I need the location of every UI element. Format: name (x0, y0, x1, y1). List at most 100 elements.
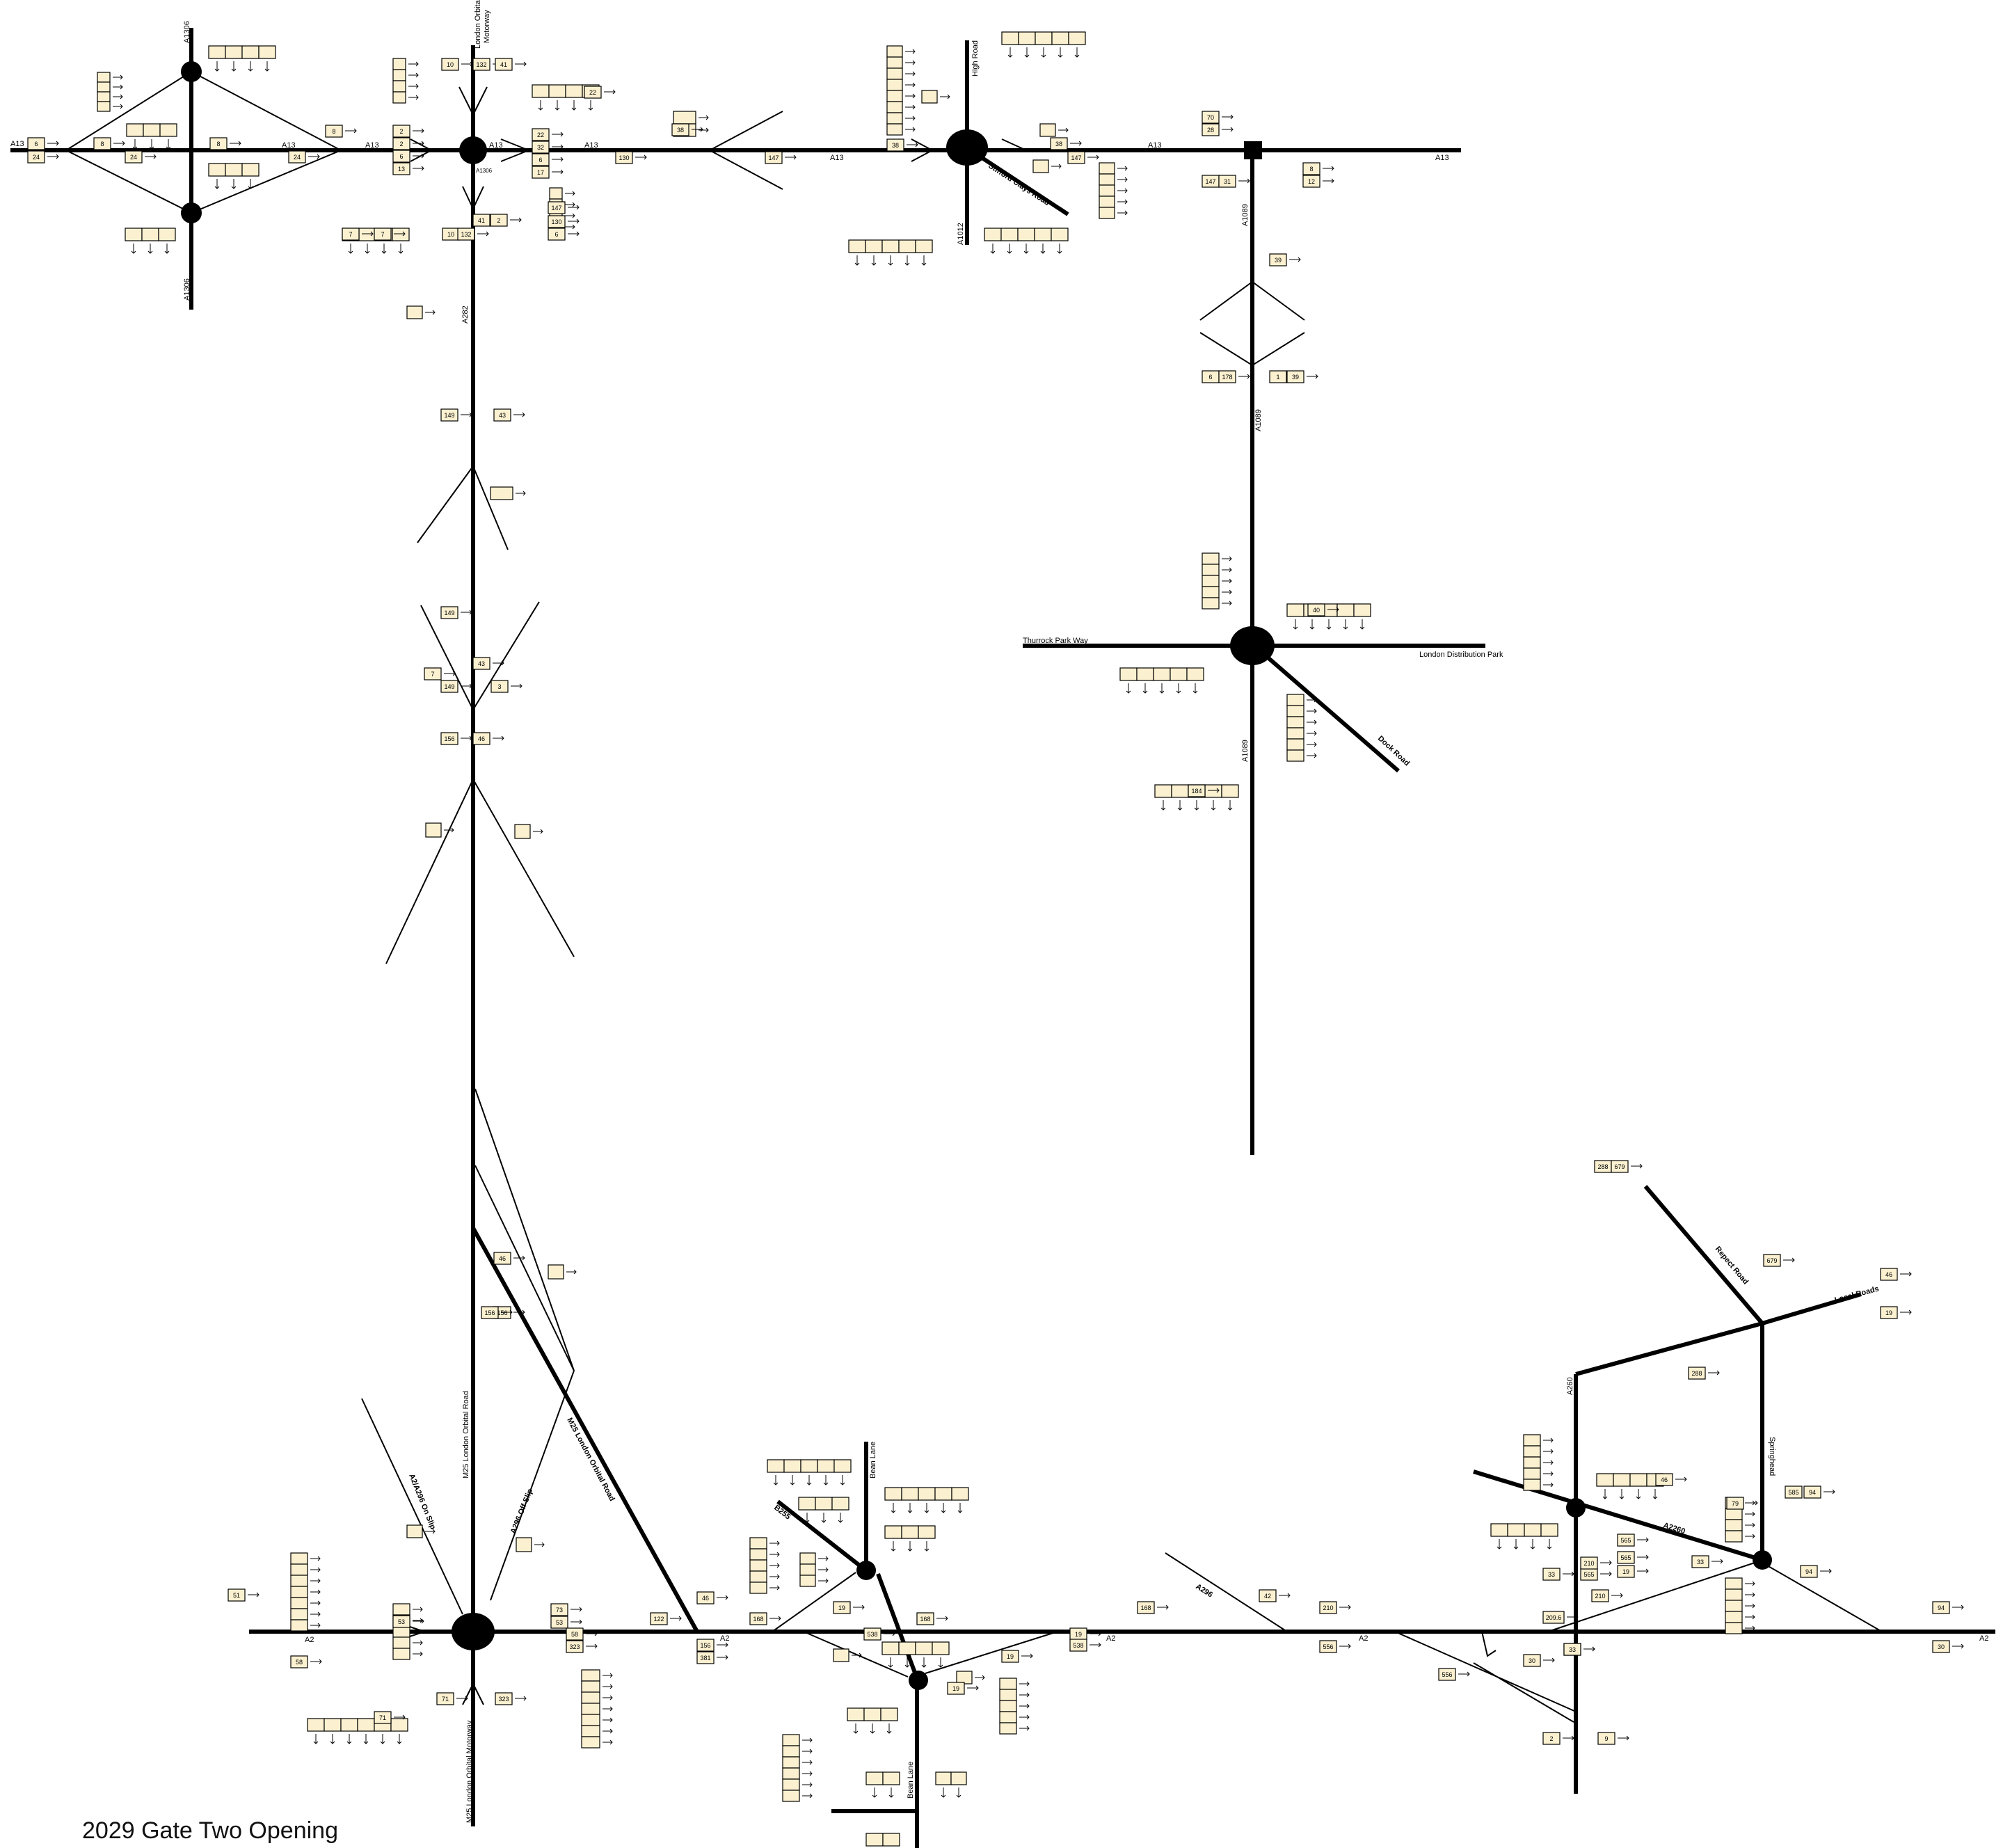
count-cell (208, 45, 226, 59)
arrow-icon (1090, 1642, 1101, 1648)
turn-arrow-icon (870, 1723, 875, 1734)
count-value: 6 (554, 231, 558, 238)
turn-arrow-icon (1745, 1534, 1755, 1539)
turn-arrow-icon (975, 1675, 985, 1680)
count-box (1542, 1732, 1561, 1745)
road-label: A296 (1194, 1582, 1214, 1599)
turn-arrow-icon (538, 100, 543, 111)
count-cell (799, 1552, 816, 1565)
count-cell (392, 1648, 410, 1660)
count-box (749, 1612, 767, 1625)
count-cell (1035, 31, 1053, 45)
count-value: 8 (332, 128, 335, 135)
turn-arrow-icon (425, 1529, 436, 1534)
count-box (532, 128, 550, 141)
count-value: 19 (1622, 1568, 1629, 1575)
count-cell (1725, 1588, 1743, 1601)
road-label: A2 (720, 1634, 729, 1643)
road-label: A13 (365, 141, 379, 150)
count-value: 43 (499, 412, 506, 419)
turn-arrow-icon (516, 491, 526, 496)
arrow-icon (456, 1696, 468, 1701)
slip (472, 779, 575, 957)
junction-node (181, 61, 202, 82)
count-value: 538 (1073, 1642, 1083, 1649)
turn-arrow-icon (790, 1475, 795, 1485)
count-cell (225, 45, 243, 59)
turn-arrow-icon (603, 1706, 613, 1712)
count-box (493, 408, 511, 422)
turn-arrow-icon (166, 139, 171, 150)
arrow-icon (717, 1642, 728, 1648)
turn-arrow-icon (1497, 1539, 1502, 1550)
turn-arrow-icon (1058, 127, 1069, 133)
turn-arrow-icon (924, 1541, 929, 1552)
count-cell (1725, 1600, 1743, 1612)
turn-arrow-icon (871, 255, 877, 266)
count-box (374, 228, 392, 241)
arrow-icon (493, 735, 504, 741)
count-cell (581, 1703, 600, 1715)
count-value: 130 (551, 218, 561, 225)
arrow-icon (635, 154, 647, 160)
count-cell (290, 1608, 308, 1620)
count-cell (881, 1641, 900, 1655)
turn-arrow-icon (1192, 683, 1198, 694)
count-value: 38 (677, 127, 684, 134)
turn-arrow-icon (769, 1563, 780, 1568)
count-value: 41 (478, 217, 485, 224)
arrow-icon (1900, 1271, 1912, 1277)
turn-arrow-icon (699, 115, 709, 120)
count-cell (901, 1487, 919, 1501)
turn-arrow-icon (1543, 1437, 1554, 1443)
count-cell (1068, 31, 1086, 45)
count-value: 24 (130, 154, 137, 161)
turn-arrow-icon (699, 127, 709, 133)
turn-arrow-icon (904, 255, 910, 266)
turn-arrow-icon (1117, 188, 1128, 193)
count-box (696, 1639, 715, 1652)
count-box (1523, 1654, 1541, 1667)
count-cell (1286, 603, 1304, 617)
count-box (548, 228, 566, 241)
count-cell (97, 81, 111, 93)
turn-arrow-icon (802, 1771, 813, 1776)
slip (1001, 138, 1027, 151)
count-value: 323 (569, 1643, 580, 1650)
turn-arrow-icon (905, 60, 916, 65)
count-value: 8 (216, 141, 220, 148)
road-label: A1012 (957, 223, 965, 245)
slip (361, 1398, 463, 1615)
count-box (1880, 1268, 1898, 1281)
arrow-icon (1824, 1489, 1835, 1495)
count-value: 679 (1614, 1163, 1625, 1170)
count-box (490, 214, 508, 227)
count-cell (880, 1707, 898, 1721)
turn-arrow-icon (565, 224, 575, 230)
count-value: 22 (537, 132, 544, 138)
count-box (441, 58, 459, 71)
turn-arrow-icon (821, 1513, 827, 1523)
turn-arrow-icon (397, 1734, 402, 1744)
arrow-icon (513, 1309, 525, 1315)
count-cell (290, 1575, 308, 1587)
turn-arrow-icon (603, 1717, 613, 1723)
road-label: A260 (1566, 1377, 1574, 1395)
slip (462, 186, 474, 209)
road-label: A13 (282, 141, 296, 150)
count-cell (884, 1525, 902, 1539)
turn-arrow-icon (1745, 1522, 1755, 1528)
road-label: A1089 (1241, 740, 1250, 762)
turn-arrow-icon (1293, 619, 1298, 630)
road-label: M25 London Orbital Road (462, 1391, 470, 1479)
turn-arrow-icon (1513, 1539, 1519, 1550)
count-value: 39 (1275, 257, 1282, 264)
count-value: 288 (1597, 1163, 1608, 1170)
count-value: 149 (444, 683, 454, 690)
count-box (1611, 1160, 1629, 1173)
count-value: 10 (447, 231, 454, 238)
count-box (1542, 1611, 1565, 1624)
arrow-icon (1600, 1571, 1612, 1577)
count-value: 58 (571, 1631, 578, 1638)
count-cell (158, 228, 176, 241)
